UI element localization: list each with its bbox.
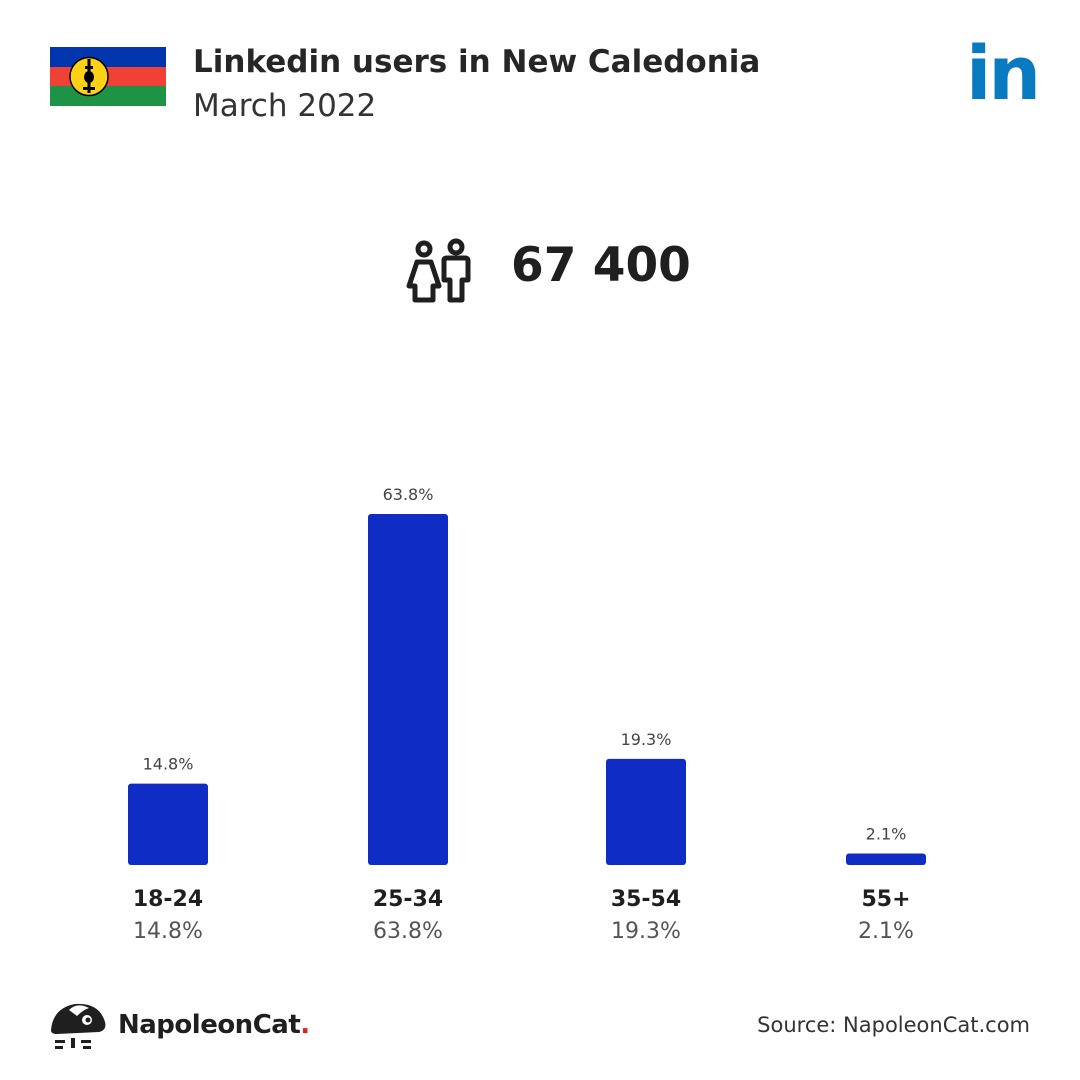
brand-dot: . [300,1010,310,1040]
bar-25-34 [368,514,448,865]
page-title: Linkedin users in New Caledonia [193,44,761,80]
source-text: Source: NapoleonCat.com [757,1013,1030,1037]
users-icon [406,238,471,303]
bar-value-label: 14.8% [143,755,194,774]
category-label: 55+ [861,887,910,912]
bar-value-label: 19.3% [621,730,672,749]
napoleoncat-brand: NapoleonCat. [118,1010,310,1040]
bar-18-24 [128,783,208,865]
category-percent-label: 63.8% [373,919,443,944]
linkedin-logo-icon: in [966,37,1041,111]
category-percent-label: 14.8% [133,919,203,944]
brand-name: NapoleonCat [118,1010,301,1040]
category-label: 18-24 [133,887,203,912]
bar-55+ [846,853,926,865]
category-percent-label: 2.1% [858,919,914,944]
bar-value-label: 63.8% [383,485,434,504]
total-users-value: 67 400 [511,238,691,293]
page-subtitle: March 2022 [193,88,377,124]
napoleoncat-logo-icon [51,1003,106,1049]
linkedin-logo-text: in [966,31,1041,117]
category-percent-label: 19.3% [611,919,681,944]
bar-35-54 [606,758,686,865]
category-label: 25-34 [373,887,443,912]
category-label: 35-54 [611,887,681,912]
bar-value-label: 2.1% [866,824,907,843]
new-caledonia-flag-icon [50,47,166,106]
